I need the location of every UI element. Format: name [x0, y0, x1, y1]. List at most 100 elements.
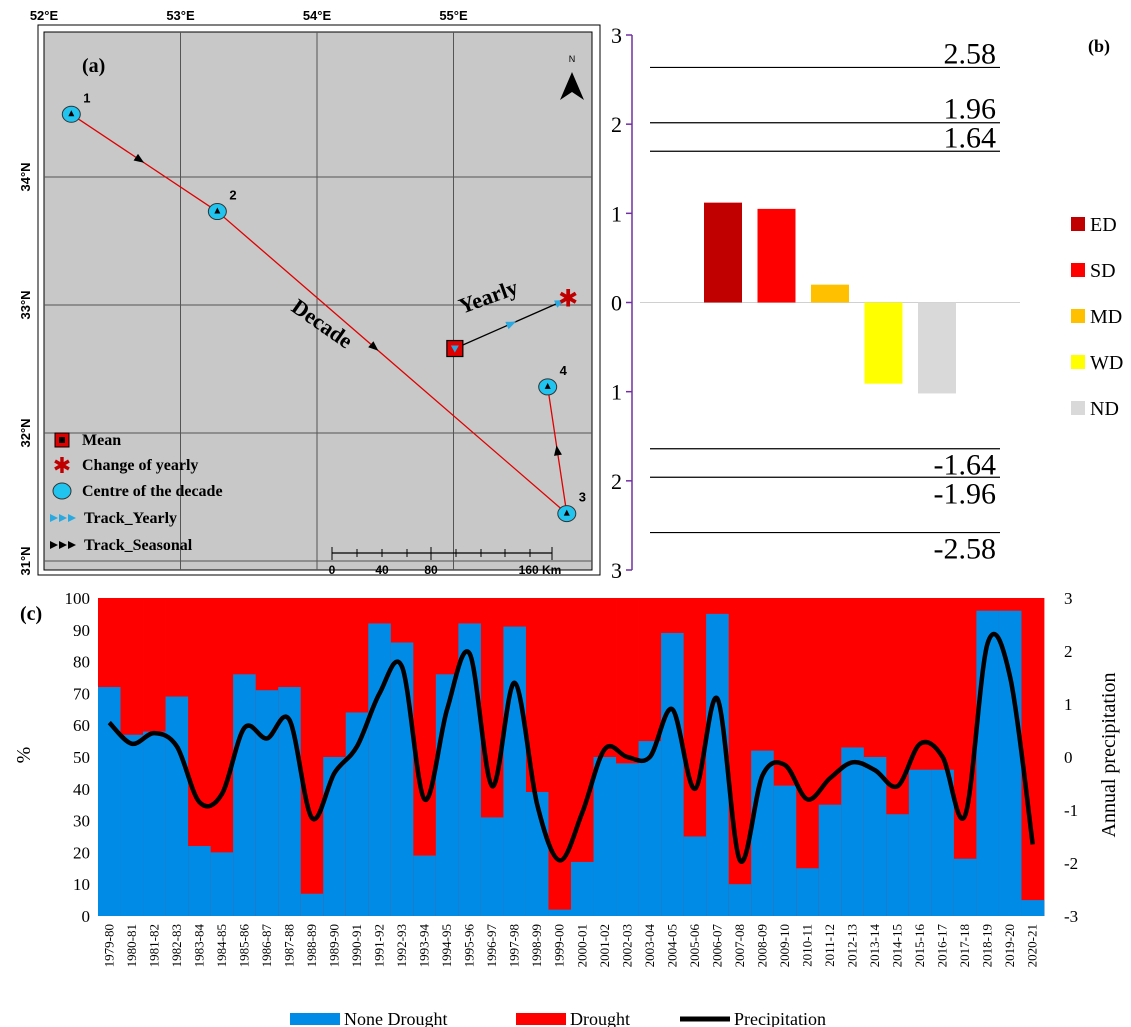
none-drought-bar — [120, 734, 144, 916]
panel-c-chart: (c) 0 10 20 30 40 50 60 70 80 90 100 -3 -2 -1 0 1 2 3 1979… — [13, 589, 1120, 1027]
x-tick-label: 1997-98 — [507, 924, 522, 967]
none-drought-bar — [638, 741, 662, 916]
x-tick-label: 1994-95 — [439, 924, 454, 967]
legend-swatch-wd — [1071, 355, 1085, 369]
none-drought-bar — [390, 642, 414, 916]
track-yearly-legend-icon — [50, 514, 76, 522]
x-tick-label: 1996-97 — [484, 924, 499, 968]
legend-swatch-nd — [1071, 401, 1085, 415]
panel-b-tick-label: 2 — [611, 469, 622, 494]
none-drought-bar — [773, 785, 797, 916]
x-tick-label: 1991-92 — [372, 924, 387, 967]
drought-bar — [413, 598, 437, 916]
decade-marker-icon — [544, 382, 551, 389]
x-tick-label: 1990-91 — [349, 924, 364, 967]
right-tick-label: 1 — [1064, 695, 1073, 714]
north-arrow-icon: N — [560, 54, 584, 100]
left-tick-label: 100 — [65, 589, 91, 608]
scale-label-160: 160 Km — [519, 563, 562, 577]
none-drought-bar — [413, 855, 437, 916]
x-tick-label: 1987-88 — [281, 924, 296, 967]
x-tick-label: 2005-06 — [687, 924, 702, 968]
centre-legend-icon — [52, 482, 72, 500]
x-tick-label: 2011-12 — [822, 924, 837, 967]
panel-b-tick-label: 2 — [611, 112, 622, 137]
legend-change-yearly: Change of yearly — [82, 457, 198, 474]
map-tracks — [70, 113, 569, 515]
north-label: N — [569, 54, 576, 64]
x-tick-label: 1989-90 — [327, 924, 342, 967]
drought-bar — [728, 598, 752, 916]
drought-bar — [1021, 598, 1045, 916]
x-tick-label: 1985-86 — [236, 924, 251, 968]
x-tick-label: 2013-14 — [867, 924, 882, 968]
none-drought-bar — [323, 757, 347, 916]
none-drought-bar — [1021, 900, 1045, 916]
x-tick-label: 2007-08 — [732, 924, 747, 967]
bar-wd — [864, 302, 903, 384]
lon-label: 52°E — [30, 8, 59, 23]
legend-drought: Drought — [570, 1009, 630, 1027]
yearly-change-marker: ✱ — [558, 287, 578, 313]
lat-label: 31°N — [18, 546, 33, 575]
panel-c-bars — [98, 598, 1045, 916]
legend-label-ed: ED — [1090, 214, 1117, 236]
none-drought-bar — [886, 814, 910, 916]
drought-bar — [210, 598, 234, 916]
legend-label-sd: SD — [1090, 260, 1116, 282]
threshold-label: 1.96 — [944, 93, 997, 126]
legend-track-yearly: Track_Yearly — [84, 510, 177, 527]
none-drought-bar — [706, 613, 730, 916]
none-drought-bar — [931, 769, 955, 916]
x-tick-label: 1981-82 — [146, 924, 161, 967]
lon-label: 54°E — [303, 8, 332, 23]
decade-point-label: 2 — [229, 188, 236, 203]
panel-b-tick-label: 1 — [611, 201, 622, 226]
x-tick-label: 1993-94 — [417, 924, 432, 968]
none-drought-bar — [368, 623, 392, 916]
panel-b-bars — [704, 202, 956, 394]
panel-b-label: (b) — [1088, 36, 1110, 57]
none-drought-bar — [593, 757, 617, 916]
x-tick-label: 1984-85 — [214, 924, 229, 967]
x-tick-label: 2008-09 — [754, 924, 769, 967]
left-tick-label: 30 — [73, 812, 90, 831]
left-tick-label: 20 — [73, 843, 90, 862]
lon-label: 55°E — [439, 8, 468, 23]
x-tick-label: 2006-07 — [709, 924, 724, 968]
drought-bar — [300, 598, 324, 916]
legend-centre-decade: Centre of the decade — [82, 483, 223, 500]
none-drought-bar — [908, 769, 932, 916]
none-drought-bar — [188, 846, 212, 916]
threshold-label: -1.64 — [934, 449, 997, 482]
yearly-arrow-icon — [505, 321, 517, 330]
panel-b-axis: 3 2 1 0 1 2 3 — [611, 23, 1020, 583]
panel-b-thresholds: 2.58 1.961.64 -1.64-1.96 -2.58 — [650, 37, 1000, 566]
right-tick-label: 3 — [1064, 589, 1073, 608]
x-tick-label: 2004-05 — [664, 924, 679, 967]
legend-label-md: MD — [1090, 306, 1122, 328]
bar-sd — [757, 208, 796, 303]
decade-marker-icon — [68, 110, 75, 117]
x-tick-label: 2014-15 — [890, 924, 905, 967]
x-tick-label: 1999-00 — [552, 924, 567, 967]
right-tick-label: -2 — [1064, 854, 1078, 873]
panel-a-map: 52°E 53°E 54°E 55°E 34°N 33°N 32°N 31°N (a) N 1… — [18, 8, 601, 577]
x-tick-label: 1982-83 — [169, 924, 184, 967]
legend-swatch-ed — [1071, 217, 1085, 231]
right-tick-label: 2 — [1064, 642, 1073, 661]
none-drought-bar — [300, 893, 324, 916]
decade-point-label: 3 — [579, 490, 586, 505]
left-tick-label: 40 — [73, 780, 90, 799]
none-drought-bar — [165, 696, 189, 916]
scale-label-0: 0 — [329, 563, 336, 577]
legend-none-drought: None Drought — [344, 1009, 447, 1027]
x-tick-label: 1992-93 — [394, 924, 409, 967]
left-tick-label: 60 — [73, 716, 90, 735]
x-tick-label: 2001-02 — [597, 924, 612, 967]
threshold-label: -1.96 — [934, 477, 997, 510]
x-tick-label: 1983-84 — [191, 924, 206, 968]
none-drought-bar — [548, 909, 572, 916]
x-tick-label: 2002-03 — [619, 924, 634, 967]
panel-c-axes: 0 10 20 30 40 50 60 70 80 90 100 -3 -2 -1 0 1 2 3 1979-80 1… — [65, 589, 1079, 967]
